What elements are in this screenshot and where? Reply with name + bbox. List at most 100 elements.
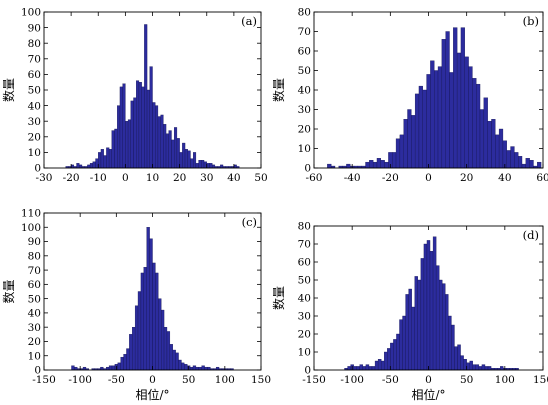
histogram-bar [374,360,379,371]
y-tick-label: 20 [298,329,311,341]
x-tick-label: 0 [425,374,432,386]
y-tick-label: 50 [298,65,311,77]
histogram-bar [521,163,527,169]
histogram-bar [166,331,171,371]
histogram-bar [149,238,153,371]
histogram-panel-a: -30 -20 -10 0 10 20 30 40 50 0 10 20 30 40 50 60 70 80 90 1… [1,7,268,184]
histogram-bar [174,127,178,169]
histogram-bar [445,294,449,371]
histogram-bar [89,163,93,169]
histogram-bar [146,227,150,371]
histogram-bar [138,82,142,169]
histogram-bar [395,138,401,169]
histogram-bar [487,366,492,371]
histogram-bar [327,163,332,169]
histogram-bar [353,366,357,371]
y-tick-label: 50 [298,275,311,287]
histogram-bar [198,160,202,169]
histogram-bar [117,105,121,169]
x-tick-label: -100 [68,374,92,386]
y-tick-label: 70 [28,265,41,277]
histogram-bar [371,366,376,371]
histogram-bar [123,354,127,371]
y-tick-label: 0 [304,163,311,175]
histogram-bar [392,152,397,169]
histogram-bar [125,121,129,169]
histogram-bar [144,24,148,169]
y-axis-label: 数量 [271,78,286,102]
histogram-bar [152,102,156,169]
histogram-bar [165,133,169,169]
histogram-bar [368,366,373,371]
histogram-bar [418,85,423,169]
histogram-bar [103,155,107,169]
x-axis-label: 相位/° [135,387,169,402]
histogram-bar [136,80,140,169]
y-axis-label: 数量 [1,279,16,303]
histogram-bar [481,364,486,371]
panel-label: (b) [523,14,539,28]
x-tick-label: 100 [215,374,235,386]
panel-label: (c) [242,215,257,229]
y-tick-label: 20 [28,336,41,348]
histogram-bar [179,152,183,169]
histogram-bar [460,355,464,371]
histogram-bar [175,352,179,371]
histogram-bar [434,70,439,169]
histogram-bar [98,152,102,169]
y-tick-label: 50 [28,293,41,305]
histogram-bar [127,119,131,169]
histogram-bar [201,160,205,169]
histogram-bar [414,93,420,169]
histogram-bar [149,66,153,169]
y-tick-label: 60 [28,69,41,81]
histogram-bar [114,128,118,169]
histogram-bar [537,161,542,169]
x-tick-label: -50 [382,374,399,386]
histogram-panel-d: -150 -100 -50 0 50 100 150 0 10 20 30 40 50 60 70 80 (d)… [271,221,548,402]
histogram-bar [445,31,450,169]
histogram-bar [117,362,121,371]
histogram-bar [472,78,477,169]
y-tick-label: 40 [28,308,41,320]
x-tick-label: 20 [460,172,473,184]
histogram-bar [500,366,504,371]
histogram-bar [387,348,391,371]
histogram-bar [506,150,511,169]
histogram-bar [430,60,435,169]
histogram-bar [460,27,465,169]
y-tick-label: 0 [304,365,311,377]
histogram-bar [169,344,173,371]
y-tick-label: 30 [298,311,311,323]
histogram-bar [423,243,428,371]
histogram-bar [137,291,142,371]
histogram-panel-c: -150 -100 -50 0 50 100 150 0 10 20 30 40 50 60 70 80 90 1… [1,208,271,402]
histogram-bar [190,158,194,169]
histogram-bar [108,365,113,371]
histogram-bar [187,150,191,169]
histogram-bar [209,163,213,169]
y-tick-label: 70 [298,239,311,251]
histogram-bar [414,276,418,371]
histogram-bar [129,334,133,371]
x-tick-label: 0 [425,172,432,184]
x-tick-label: 0 [149,374,156,386]
histogram-bar [426,240,431,371]
histogram-bar [111,365,116,371]
histogram-bar [457,344,461,371]
histogram-bar [466,362,470,371]
y-tick-label: 0 [34,365,41,377]
histogram-bar [178,359,182,371]
histogram-bar [181,362,185,371]
histogram-bar [449,72,454,169]
x-tick-label: -20 [382,172,399,184]
y-tick-label: 30 [28,116,41,128]
histogram-bar [233,164,237,169]
histogram-bar [491,119,496,169]
histogram-bar [377,359,382,371]
histogram-bar [426,74,431,169]
histogram-bar [362,366,367,371]
histogram-bar [393,339,397,371]
histogram-bar [451,324,455,371]
panel-label: (a) [241,14,257,28]
